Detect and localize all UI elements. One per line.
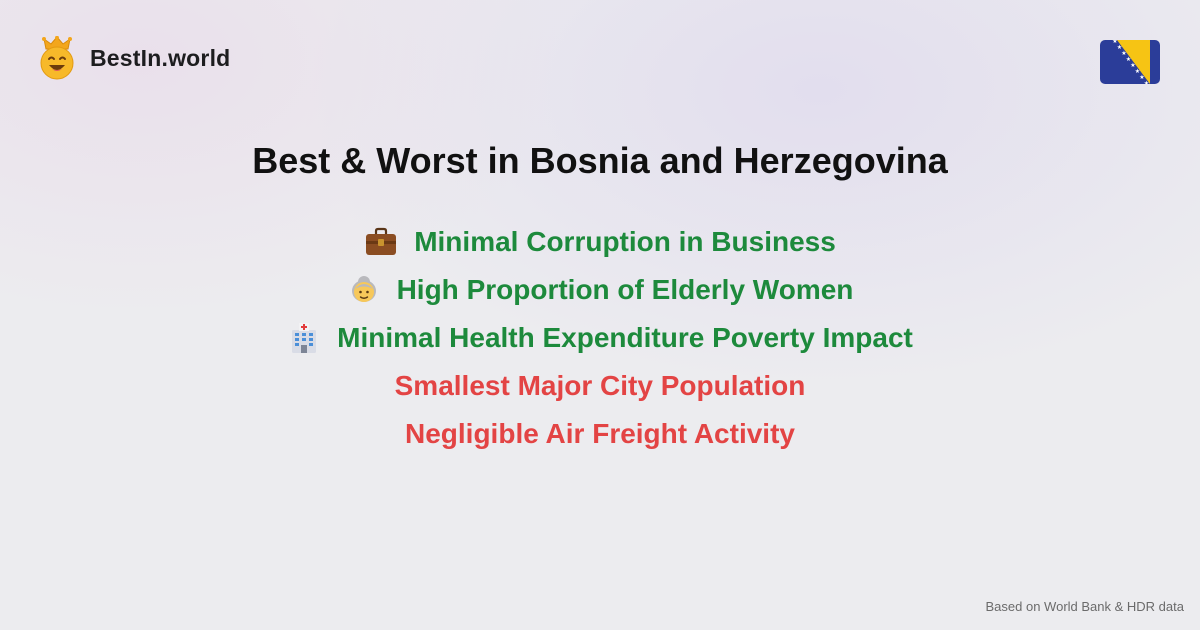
fact-item[interactable]: Minimal Health Expenditure Poverty Impac… — [0, 314, 1200, 362]
fact-text: Minimal Health Expenditure Poverty Impac… — [337, 322, 913, 353]
svg-text:★: ★ — [1117, 44, 1122, 51]
page-title: Best & Worst in Bosnia and Herzegovina — [252, 140, 948, 181]
fact-item[interactable]: High Proportion of Elderly Women — [0, 266, 1200, 314]
fact-text: High Proportion of Elderly Women — [396, 274, 854, 305]
old-woman-icon — [351, 276, 376, 302]
brand[interactable]: BestIn.world — [38, 36, 230, 80]
svg-text:★: ★ — [1135, 68, 1140, 75]
fact-item[interactable]: Smallest Major City Population — [0, 362, 1200, 410]
svg-text:★: ★ — [1126, 56, 1131, 63]
hospital-icon — [292, 323, 317, 353]
svg-text:★: ★ — [1112, 40, 1117, 45]
fact-text: Minimal Corruption in Business — [414, 226, 836, 257]
svg-text:★: ★ — [1121, 50, 1126, 57]
fact-text: Negligible Air Freight Activity — [405, 418, 795, 449]
svg-text:★: ★ — [1130, 62, 1135, 69]
fact-item[interactable]: Minimal Corruption in Business — [0, 218, 1200, 266]
bosnia-and-herzegovina-flag-icon: ★ ★ ★ ★ ★ ★ ★ ★ — [1100, 40, 1160, 84]
svg-text:★: ★ — [1139, 74, 1144, 81]
briefcase-icon — [366, 227, 397, 255]
fact-item[interactable]: Negligible Air Freight Activity — [0, 410, 1200, 458]
source-note: Based on World Bank & HDR data — [985, 599, 1184, 614]
fact-text: Smallest Major City Population — [394, 370, 806, 401]
crowned-smiley-icon — [40, 36, 74, 80]
svg-text:★: ★ — [1144, 80, 1149, 84]
facts-list: Minimal Corruption in Business High Prop… — [0, 218, 1200, 458]
brand-name: BestIn.world — [90, 44, 231, 71]
